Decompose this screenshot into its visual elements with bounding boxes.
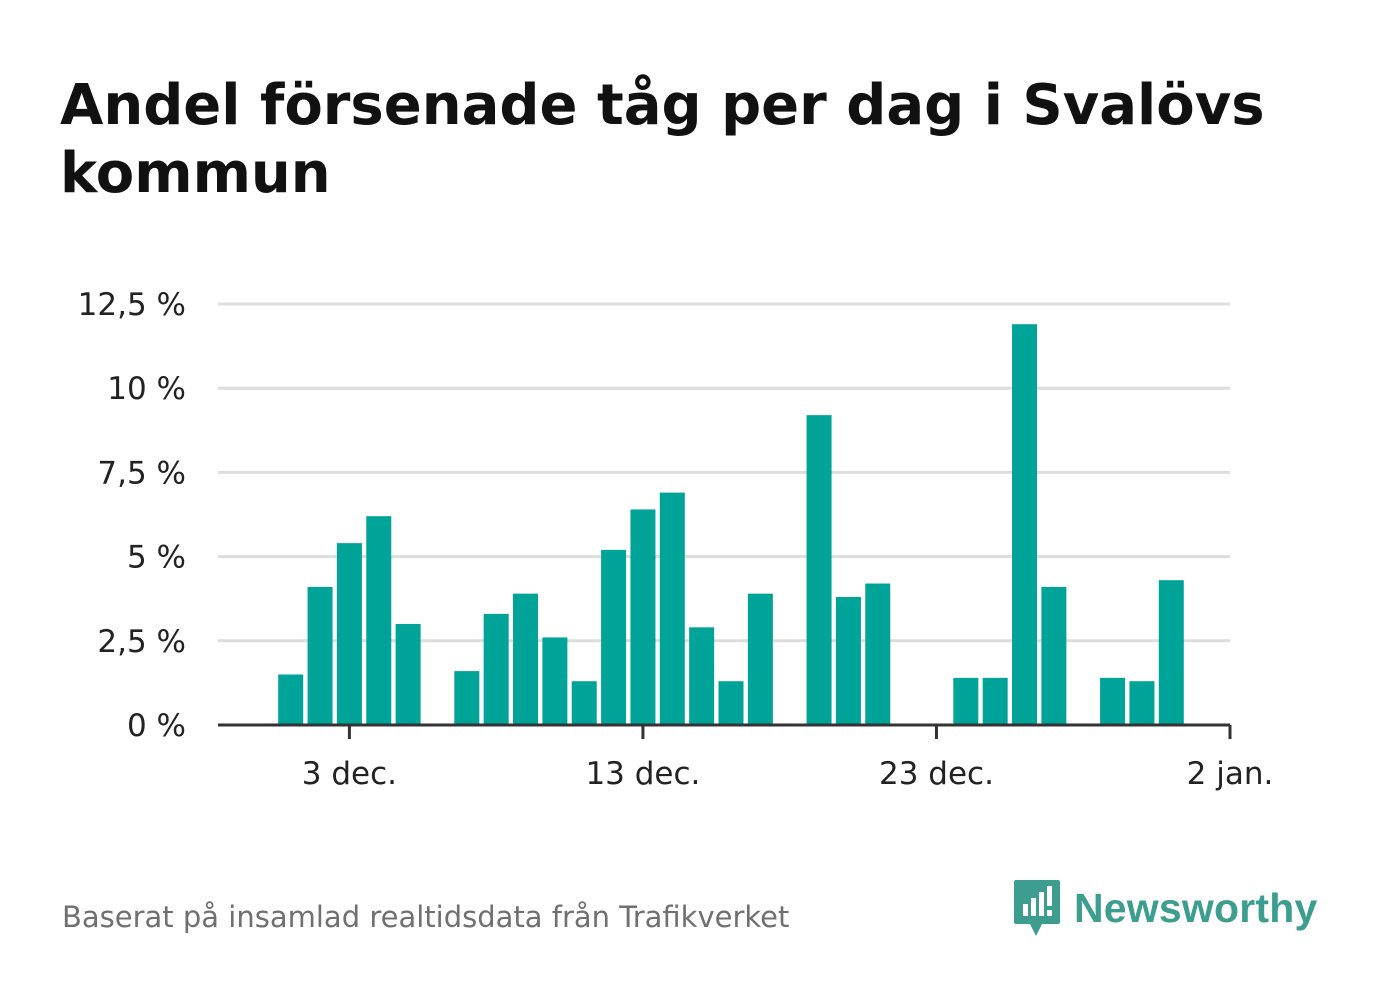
bar <box>336 543 362 725</box>
y-tick-label: 2,5 % <box>97 624 186 660</box>
bar <box>454 671 480 725</box>
bar <box>806 415 832 725</box>
source-note: Baserat på insamlad realtidsdata från Tr… <box>62 900 790 934</box>
y-tick-label: 10 % <box>107 371 186 407</box>
bar <box>865 583 891 725</box>
chart-title: Andel försenade tåg per dag i Svalövs ko… <box>60 73 1265 206</box>
x-tick-label: 23 dec. <box>879 756 994 792</box>
bar <box>747 593 773 725</box>
bar <box>542 637 568 725</box>
bar <box>1100 677 1126 725</box>
newsworthy-logo: Newsworthy <box>1012 878 1318 938</box>
bar <box>1012 324 1038 725</box>
bar <box>953 677 979 725</box>
bar <box>982 677 1008 725</box>
bar <box>307 586 333 725</box>
y-tick-label: 5 % <box>127 540 186 576</box>
bar <box>835 597 861 725</box>
brand-name: Newsworthy <box>1074 884 1318 931</box>
bar <box>366 516 392 725</box>
bar <box>601 549 627 725</box>
bar <box>659 492 685 725</box>
newsworthy-logo-icon <box>1014 880 1060 936</box>
bar <box>513 593 539 725</box>
bar <box>718 681 744 725</box>
bar <box>483 613 509 725</box>
bar <box>630 509 656 725</box>
bar <box>571 681 597 725</box>
bar <box>395 623 421 725</box>
bar <box>1158 580 1184 725</box>
x-tick-label: 13 dec. <box>585 756 700 792</box>
bar <box>278 674 304 725</box>
y-tick-label: 7,5 % <box>97 455 186 491</box>
bar <box>689 627 715 725</box>
x-tick-label: 3 dec. <box>302 756 397 792</box>
x-tick-label: 2 jan. <box>1187 756 1274 792</box>
y-tick-label: 12,5 % <box>78 287 186 323</box>
y-tick-label: 0 % <box>127 708 186 744</box>
bar <box>1041 586 1067 725</box>
bar <box>1129 681 1155 725</box>
